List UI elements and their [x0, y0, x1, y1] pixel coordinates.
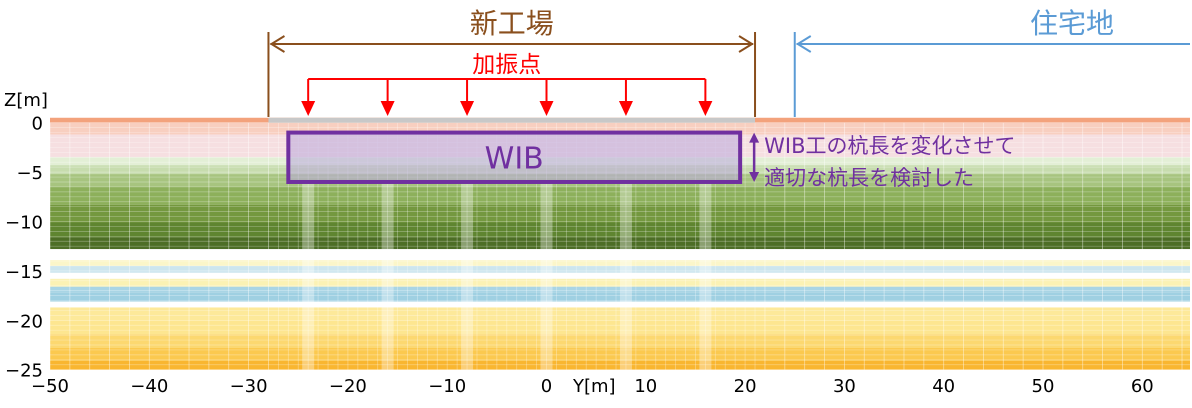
- soil-layer: [50, 360, 1190, 370]
- excitation-band: [381, 181, 394, 370]
- excitation-arrow-head: [380, 101, 395, 116]
- soil-layers: [50, 117, 1190, 370]
- soil-layer: [50, 272, 1190, 279]
- excitation-arrow-head: [618, 101, 633, 116]
- y-tick-label: 40: [932, 376, 955, 397]
- excitation-arrow-head: [460, 101, 475, 116]
- soil-layer: [50, 320, 1190, 335]
- soil-layer: [50, 237, 1190, 250]
- soil-layer: [50, 249, 1190, 261]
- excitation-arrow-head: [698, 101, 713, 116]
- z-tick-label: −20: [5, 311, 43, 332]
- factory-mesh-strip: [268, 117, 756, 123]
- z-tick-label: −10: [5, 213, 43, 234]
- soil-layer: [50, 278, 1190, 287]
- excitation-band: [461, 181, 474, 370]
- y-tick-label: −10: [428, 376, 466, 397]
- z-tick-label: −15: [5, 262, 43, 283]
- y-tick-label: −30: [230, 376, 268, 397]
- mesh-grid: [49, 117, 1190, 371]
- soil-layer: [50, 260, 1190, 266]
- axes: −50 −40 −30 −20 −10 0 10 20 30 40 50 60 0 −5 −10 −15 −20…: [5, 114, 1154, 397]
- y-tick-label: −40: [130, 376, 168, 397]
- z-tick-label: −25: [5, 361, 43, 382]
- new-factory-label: 新工場: [470, 7, 554, 40]
- soil-layer: [50, 301, 1190, 308]
- wib-box: [286, 130, 743, 184]
- residential-label: 住宅地: [1030, 7, 1114, 40]
- soil-layer: [50, 204, 1190, 223]
- soil-layer: [50, 186, 1190, 205]
- y-tick-label: 60: [1131, 376, 1154, 397]
- excitation-label: 加振点: [472, 52, 541, 78]
- y-axis-label: Y[m]: [572, 376, 616, 397]
- soil-layer: [50, 286, 1190, 293]
- excitation-band: [619, 181, 632, 370]
- excitation-band: [699, 181, 712, 370]
- soil-layer: [50, 307, 1190, 321]
- y-tick-label: 0: [541, 376, 552, 397]
- soil-layer: [50, 265, 1190, 273]
- excitation-arrow-head: [301, 101, 316, 116]
- residential-arrow: [795, 35, 812, 53]
- factory-arrow-right: [738, 35, 754, 53]
- y-tick-label: 20: [734, 376, 757, 397]
- factory-arrow-left: [269, 35, 285, 53]
- residential-span: [793, 32, 1190, 117]
- note-line-1: WIB工の杭長を変化させて: [764, 134, 1015, 158]
- excitation-band: [302, 181, 315, 370]
- z-tick-label: 0: [32, 114, 43, 135]
- new-factory-span: [267, 32, 757, 117]
- soil-layer: [50, 292, 1190, 302]
- soil-layer: [50, 122, 1190, 135]
- z-tick-label: −5: [16, 163, 43, 184]
- excitation-band: [540, 181, 553, 370]
- pile-arrow-up: [749, 132, 760, 143]
- y-tick-label: −50: [31, 376, 69, 397]
- soil-layer: [50, 347, 1190, 361]
- y-tick-label: −20: [329, 376, 367, 397]
- z-axis-label: Z[m]: [4, 90, 48, 111]
- pile-arrow-down: [749, 171, 760, 182]
- excitation-bands: [302, 181, 712, 370]
- soil-layer: [50, 334, 1190, 348]
- excitation-arrow-head: [539, 101, 554, 116]
- y-tick-label: 30: [833, 376, 856, 397]
- soil-layer: [50, 222, 1190, 238]
- excitation-arrows: [301, 78, 713, 116]
- y-tick-label: 10: [634, 376, 657, 397]
- note-line-2: 適切な杭長を検討した: [764, 166, 974, 190]
- y-tick-label: 50: [1032, 376, 1055, 397]
- pile-length-arrow: [749, 132, 760, 182]
- wib-label: WIB: [485, 141, 544, 176]
